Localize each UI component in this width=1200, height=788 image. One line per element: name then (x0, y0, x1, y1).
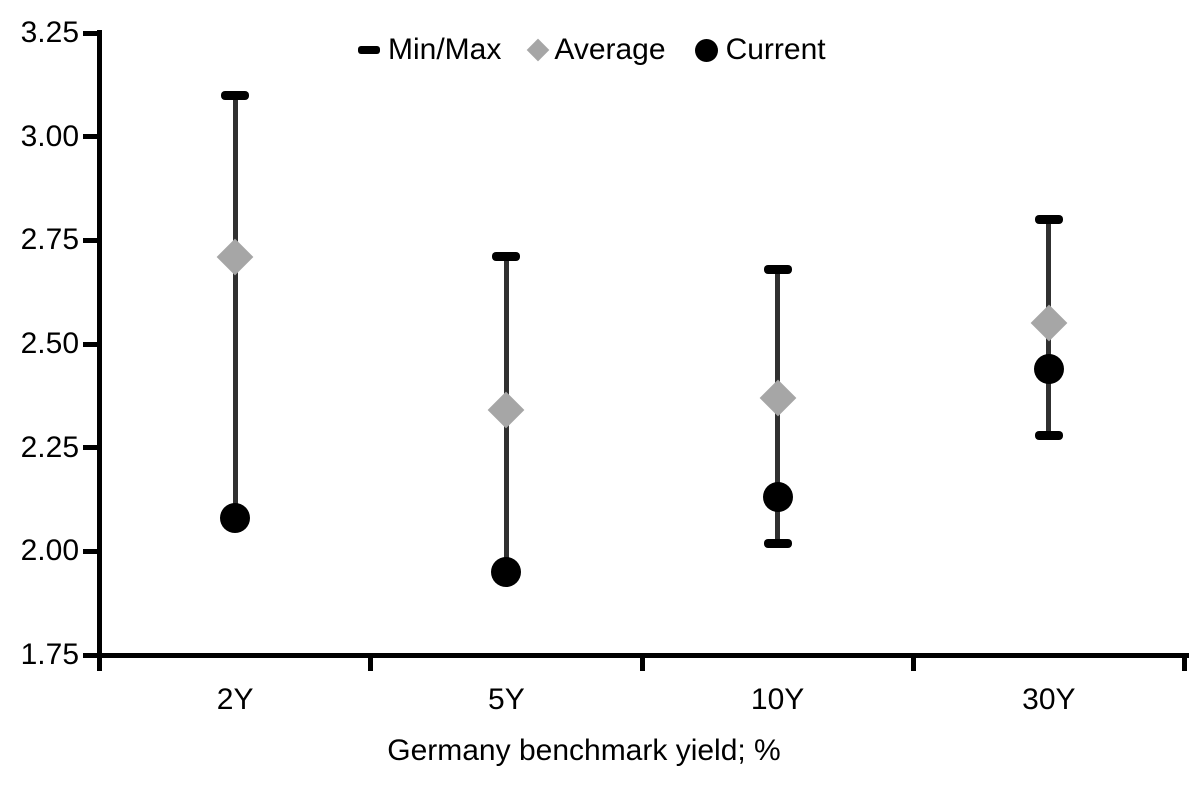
legend-item-minmax: Min/Max (358, 32, 501, 68)
min-cap-marker-10Y (763, 538, 792, 548)
x-axis-tick-label-10Y: 10Y (750, 683, 805, 716)
max-cap-marker-5Y (492, 252, 521, 262)
min-cap-marker-30Y (1034, 430, 1063, 440)
x-axis-tick-label-30Y: 30Y (1022, 683, 1076, 716)
y-axis-tick-label: 3.00 (20, 119, 79, 153)
x-axis-tick-label-2Y: 2Y (216, 683, 254, 716)
y-axis-tick-label: 3.25 (20, 16, 79, 49)
x-axis-tick (1182, 658, 1187, 671)
y-axis-line (97, 30, 102, 661)
y-axis-tick (83, 548, 97, 554)
x-axis-tick (639, 658, 645, 671)
y-axis-tick (83, 134, 97, 140)
legend-item-current: Current (694, 32, 826, 68)
y-axis-tick (83, 237, 97, 243)
y-axis-tick-label: 1.75 (20, 638, 79, 671)
y-axis-tick (83, 341, 97, 347)
x-axis-line (97, 653, 1189, 658)
current-circle-icon (694, 38, 718, 62)
average-diamond-icon (527, 38, 550, 62)
y-axis-tick (83, 652, 97, 658)
average-diamond-marker-30Y (1030, 304, 1068, 342)
legend-label-average: Average (554, 33, 666, 66)
current-circle-marker-10Y (762, 482, 793, 513)
current-circle-marker-5Y (491, 557, 522, 588)
minmax-dash-icon (358, 46, 380, 54)
legend: Min/Max Average Current (358, 28, 826, 72)
y-axis-tick (83, 30, 97, 36)
legend-label-minmax: Min/Max (388, 33, 502, 66)
average-diamond-marker-10Y (759, 379, 797, 417)
x-axis-title: Germany benchmark yield; % (387, 734, 781, 767)
current-circle-marker-2Y (220, 503, 251, 534)
x-axis-tick (368, 658, 374, 671)
range-line-2Y (232, 95, 238, 519)
max-cap-marker-30Y (1034, 215, 1063, 225)
max-cap-marker-10Y (763, 264, 792, 274)
x-axis-tick-label-5Y: 5Y (488, 683, 525, 716)
y-axis-tick-label: 2.50 (20, 327, 79, 360)
current-circle-marker-30Y (1033, 353, 1064, 384)
legend-label-current: Current (725, 33, 826, 66)
average-diamond-marker-2Y (216, 238, 254, 276)
y-axis-tick-label: 2.25 (20, 430, 79, 464)
x-axis-tick (97, 658, 102, 671)
y-axis-tick (83, 445, 97, 451)
legend-item-average: Average (527, 32, 666, 68)
y-axis-tick-label: 2.75 (20, 223, 79, 257)
y-axis-tick-label: 2.00 (20, 534, 79, 568)
max-cap-marker-2Y (221, 90, 250, 100)
average-diamond-marker-5Y (487, 391, 525, 429)
x-axis-tick (910, 658, 916, 671)
